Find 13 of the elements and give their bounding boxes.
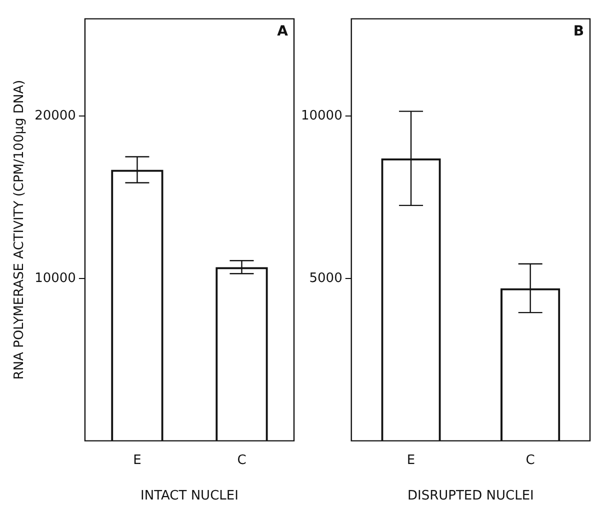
y-tick-label: 20000 [34,108,76,124]
y-tick-label: 10000 [34,270,76,286]
y-tick-label: 5000 [309,270,342,286]
y-axis-title: RNA POLYMERASE ACTIVITY (CPM/100μg DNA) [12,80,28,380]
x-tick-label: C [526,452,535,468]
annotation: B [573,23,584,40]
y-tick-label: 10000 [300,108,342,124]
x-axis-title: DISRUPTED NUCLEI [407,488,534,504]
x-axis-title: INTACT NUCLEI [140,488,238,504]
x-tick-label: E [406,452,416,468]
x-tick-label: C [237,452,246,468]
x-tick-label: E [133,452,142,468]
annotation: A [277,23,288,40]
